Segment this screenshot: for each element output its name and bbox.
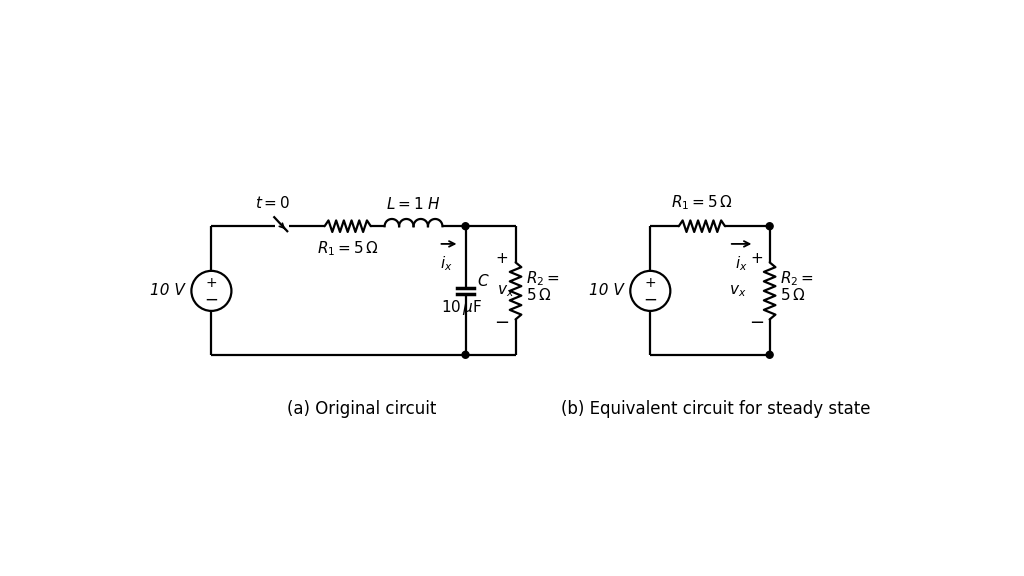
Text: 10 V: 10 V xyxy=(150,283,184,298)
Circle shape xyxy=(462,351,469,358)
Text: −: − xyxy=(749,314,764,332)
Text: +: + xyxy=(496,251,508,266)
Circle shape xyxy=(766,223,773,230)
Text: $10\,\mu$F: $10\,\mu$F xyxy=(441,298,482,317)
Text: $L=1$ H: $L=1$ H xyxy=(386,196,441,213)
Text: $R_2=$: $R_2=$ xyxy=(780,269,814,288)
Text: $t=0$: $t=0$ xyxy=(255,195,290,211)
Text: $R_2=$: $R_2=$ xyxy=(526,269,560,288)
Text: $i_x$: $i_x$ xyxy=(440,255,453,274)
Text: −: − xyxy=(495,314,509,332)
Circle shape xyxy=(462,223,469,230)
Text: $R_1=5\,\Omega$: $R_1=5\,\Omega$ xyxy=(671,194,733,213)
Text: $i_x$: $i_x$ xyxy=(735,255,748,274)
Text: $5\,\Omega$: $5\,\Omega$ xyxy=(780,287,806,304)
Text: +: + xyxy=(206,276,217,290)
Text: $R_1=5\,\Omega$: $R_1=5\,\Omega$ xyxy=(316,239,379,258)
Text: $v_x$: $v_x$ xyxy=(729,283,746,299)
Text: +: + xyxy=(644,276,656,290)
Text: −: − xyxy=(643,290,657,308)
Text: (b) Equivalent circuit for steady state: (b) Equivalent circuit for steady state xyxy=(561,400,870,418)
Text: 10 V: 10 V xyxy=(589,283,624,298)
Text: $5\,\Omega$: $5\,\Omega$ xyxy=(526,287,552,304)
Text: (a) Original circuit: (a) Original circuit xyxy=(287,400,436,418)
Circle shape xyxy=(766,351,773,358)
Text: −: − xyxy=(205,290,218,308)
Text: $v_x$: $v_x$ xyxy=(497,283,514,299)
Text: +: + xyxy=(751,251,763,266)
Text: $C$: $C$ xyxy=(477,273,489,289)
